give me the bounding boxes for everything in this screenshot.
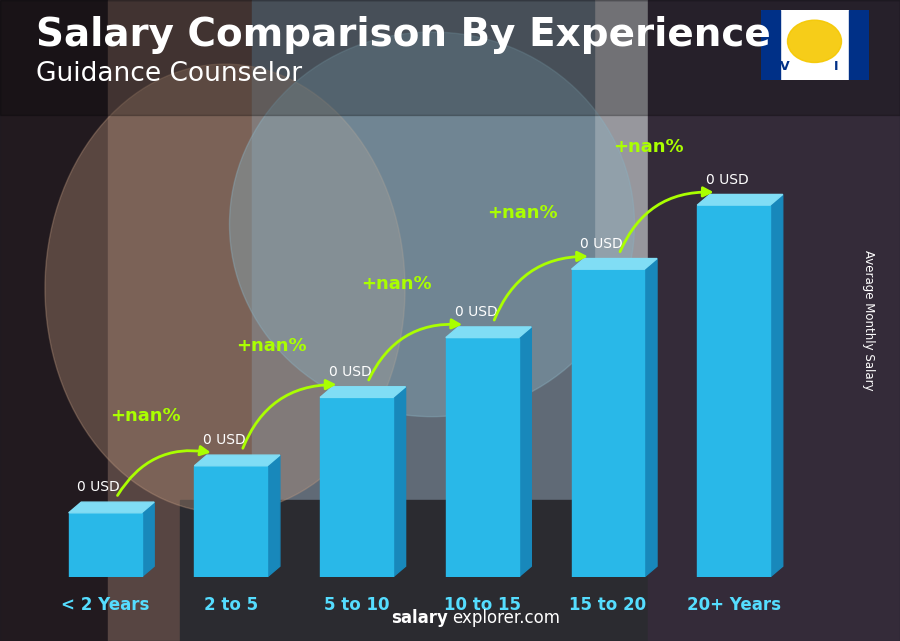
Text: 0 USD: 0 USD: [203, 433, 246, 447]
Bar: [648, 0, 900, 641]
Polygon shape: [68, 502, 154, 513]
Polygon shape: [698, 205, 770, 577]
Polygon shape: [572, 269, 644, 577]
Polygon shape: [320, 387, 406, 397]
Ellipse shape: [230, 32, 634, 417]
Polygon shape: [518, 327, 531, 577]
Ellipse shape: [45, 64, 405, 513]
Polygon shape: [141, 502, 154, 577]
Text: Salary Comparison By Experience: Salary Comparison By Experience: [36, 16, 770, 54]
Polygon shape: [194, 466, 267, 577]
Text: +nan%: +nan%: [236, 337, 306, 354]
Polygon shape: [698, 194, 783, 205]
Bar: [180, 500, 675, 641]
Text: 0 USD: 0 USD: [77, 480, 121, 494]
Text: Guidance Counselor: Guidance Counselor: [36, 61, 302, 87]
Text: +nan%: +nan%: [487, 204, 558, 222]
Text: I: I: [833, 60, 838, 72]
Polygon shape: [644, 258, 657, 577]
Polygon shape: [393, 387, 406, 577]
Ellipse shape: [788, 20, 842, 63]
Polygon shape: [194, 455, 280, 466]
Text: +nan%: +nan%: [613, 138, 683, 156]
Bar: [108, 0, 333, 641]
Bar: [0, 0, 162, 641]
Text: 0 USD: 0 USD: [580, 237, 623, 251]
Text: 0 USD: 0 USD: [454, 305, 498, 319]
Polygon shape: [267, 455, 280, 577]
Polygon shape: [770, 194, 783, 577]
Text: 0 USD: 0 USD: [328, 365, 372, 379]
Text: Average Monthly Salary: Average Monthly Salary: [862, 250, 875, 391]
Polygon shape: [446, 338, 518, 577]
Polygon shape: [68, 513, 141, 577]
Polygon shape: [446, 327, 531, 338]
Text: 0 USD: 0 USD: [706, 172, 749, 187]
Polygon shape: [572, 258, 657, 269]
Bar: [0, 0, 900, 115]
Bar: [849, 10, 868, 80]
Text: V: V: [780, 60, 789, 72]
Text: explorer.com: explorer.com: [452, 609, 560, 627]
Bar: [760, 10, 780, 80]
Text: salary: salary: [392, 609, 448, 627]
Text: +nan%: +nan%: [362, 275, 432, 293]
Polygon shape: [320, 397, 393, 577]
Text: +nan%: +nan%: [110, 407, 181, 425]
Bar: [252, 0, 594, 545]
